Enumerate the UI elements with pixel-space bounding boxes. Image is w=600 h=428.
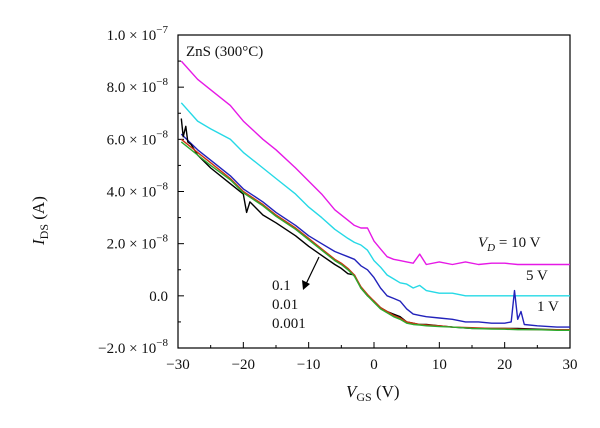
x-axis-label-main: V [346, 382, 359, 401]
y-axis-ticks: −2.0 × 10−8 0.0 2.0 × 10−8 4.0 × 10−8 6.0 × … [98, 24, 184, 357]
annotation-0-01: 0.01 [272, 297, 298, 313]
x-tick-label: 10 [432, 357, 447, 373]
y-tick-label: 0.0 [149, 289, 168, 305]
y-axis-label: IDS (A) [29, 196, 51, 246]
series-line-5-v [180, 102, 570, 297]
y-tick-label: 1.0 × 10−7 [107, 24, 169, 44]
annotation-0-001: 0.001 [272, 316, 306, 332]
y-tick-label: 6.0 × 10−8 [107, 128, 169, 148]
x-tick-label: −20 [232, 357, 255, 373]
y-axis-label-main: I [29, 238, 48, 246]
annotation-5v: 5 V [526, 268, 548, 284]
x-axis-label: VGS (V) [346, 382, 400, 404]
y-axis-label-sub: DS [37, 224, 51, 239]
y-tick-label: −2.0 × 10−8 [98, 337, 168, 357]
annotation-vd-value: = 10 V [495, 235, 540, 251]
annotation-vd-10v: VD = 10 V [478, 235, 541, 254]
x-axis-ticks: −30 −20 −10 0 10 20 30 [166, 342, 578, 373]
series-line-0.1 [180, 118, 570, 331]
y-axis-label-unit: (A) [29, 196, 48, 224]
annotation-vd-main: V [478, 235, 489, 251]
series-line-0.001 [180, 141, 570, 331]
series-line-v-d-10-v [180, 60, 570, 266]
annotation-vd-sub: D [486, 242, 495, 254]
x-axis-label-sub: GS [356, 390, 371, 404]
annotation-arrow [302, 256, 320, 290]
x-tick-label: 0 [370, 357, 378, 373]
x-tick-label: −10 [297, 357, 320, 373]
chart-title: ZnS (300°C) [186, 44, 263, 60]
annotation-1v: 1 V [537, 299, 559, 315]
annotation-0-1: 0.1 [272, 278, 291, 294]
x-axis-label-unit: (V) [372, 382, 400, 401]
x-tick-label: 30 [563, 357, 578, 373]
x-tick-label: −30 [166, 357, 189, 373]
series-layer [180, 60, 570, 331]
y-tick-label: 4.0 × 10−8 [107, 181, 169, 201]
y-tick-label: 8.0 × 10−8 [107, 76, 169, 96]
x-tick-label: 20 [497, 357, 512, 373]
series-line-1-v [180, 133, 570, 328]
y-tick-label: 2.0 × 10−8 [107, 233, 169, 253]
